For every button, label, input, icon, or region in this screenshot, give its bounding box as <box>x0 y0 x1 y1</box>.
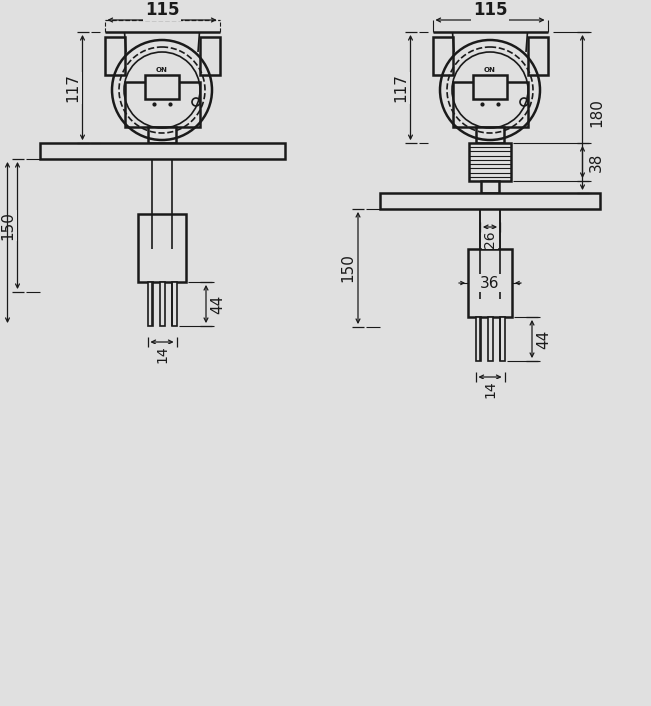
Bar <box>481 181 499 193</box>
Text: ON: ON <box>156 67 168 73</box>
Text: 180: 180 <box>589 98 604 127</box>
Bar <box>488 317 493 361</box>
Bar <box>476 127 504 143</box>
Bar <box>527 37 547 75</box>
Bar <box>380 193 600 209</box>
Text: 150: 150 <box>0 211 15 240</box>
Bar <box>159 282 165 326</box>
Bar <box>145 75 179 99</box>
Text: 150: 150 <box>340 253 355 282</box>
Bar <box>475 317 480 361</box>
Bar <box>40 143 284 159</box>
Text: 26: 26 <box>483 230 497 248</box>
Bar <box>105 37 124 75</box>
Bar <box>171 282 176 326</box>
Text: ON: ON <box>484 67 496 73</box>
Text: 36: 36 <box>480 275 500 290</box>
Bar <box>468 249 512 317</box>
Bar <box>432 37 452 75</box>
Bar <box>499 317 505 361</box>
Bar <box>148 127 176 143</box>
Text: 14: 14 <box>155 345 169 363</box>
Bar <box>452 82 527 127</box>
Text: 14: 14 <box>483 381 497 397</box>
Bar <box>199 37 219 75</box>
Bar <box>469 143 511 181</box>
Text: 115: 115 <box>473 1 507 19</box>
Bar <box>473 75 507 99</box>
Text: 117: 117 <box>65 73 80 102</box>
Text: 44: 44 <box>536 330 551 349</box>
Bar <box>138 214 186 282</box>
Bar <box>124 82 199 127</box>
Text: 115: 115 <box>145 1 179 19</box>
Text: 44: 44 <box>210 294 225 313</box>
Text: 117: 117 <box>393 73 408 102</box>
Text: 38: 38 <box>589 152 604 172</box>
Bar <box>148 282 152 326</box>
